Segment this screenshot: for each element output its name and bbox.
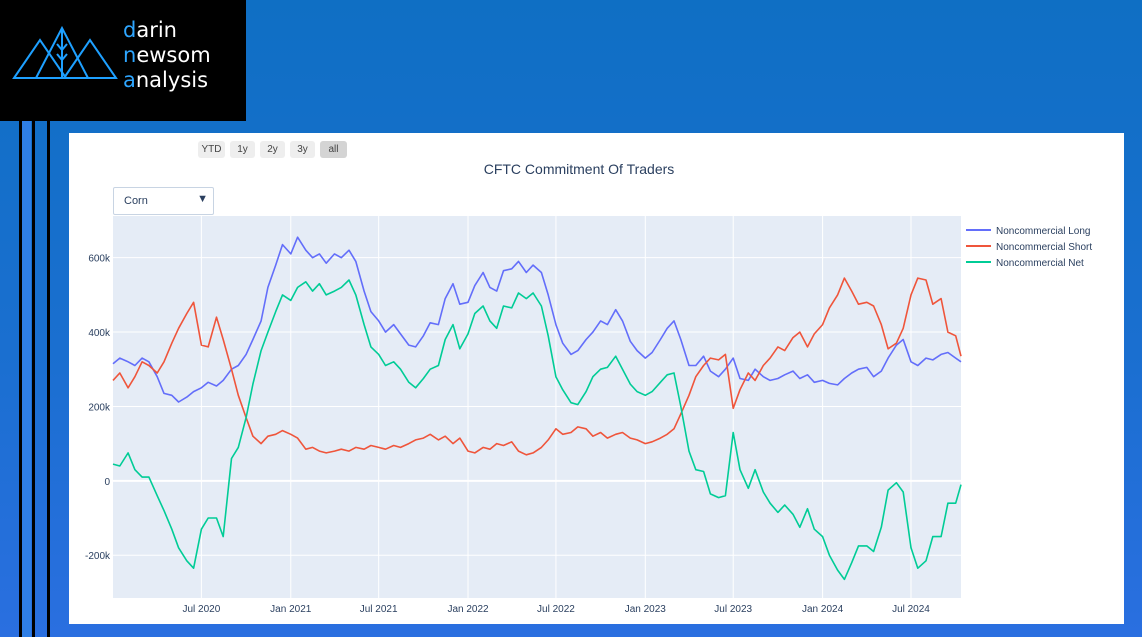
decor-stripe — [22, 121, 31, 637]
y-tick-label: 400k — [88, 328, 111, 339]
x-tick-label: Jul 2021 — [360, 604, 398, 615]
chart-panel: YTD 1y 2y 3y all CFTC Commitment Of Traders … — [69, 133, 1124, 624]
line-chart: -200k 0 200k 400k 600k Jul 2020 Jan 2021 Jul 2… — [85, 216, 1092, 615]
series-line-noncommercial-long — [112, 236, 962, 403]
x-tick-label: Jan 2024 — [802, 604, 844, 615]
y-tick-label: 200k — [88, 402, 111, 413]
range-button-1y[interactable]: 1y — [230, 141, 255, 158]
y-tick-label: 600k — [88, 254, 111, 265]
range-button-all[interactable]: all — [320, 141, 347, 158]
x-tick-label: Jul 2020 — [182, 604, 220, 615]
series-line-noncommercial-short — [112, 277, 962, 456]
y-tick-label: -200k — [85, 551, 111, 562]
legend-label[interactable]: Noncommercial Short — [996, 242, 1092, 253]
logo-mountain-icon — [12, 25, 118, 79]
chevron-down-icon: ▼ — [197, 193, 208, 205]
x-tick-label: Jan 2023 — [625, 604, 667, 615]
x-tick-label: Jul 2022 — [537, 604, 575, 615]
dropdown-value: Corn — [124, 195, 148, 207]
series-line-noncommercial-net — [112, 279, 962, 581]
range-button-2y[interactable]: 2y — [260, 141, 285, 158]
range-button-3y[interactable]: 3y — [290, 141, 315, 158]
legend-label[interactable]: Noncommercial Long — [996, 226, 1091, 237]
brand-logo: darin newsom analysis — [0, 0, 246, 121]
x-tick-label: Jan 2021 — [270, 604, 312, 615]
chart-title: CFTC Commitment Of Traders — [483, 161, 675, 177]
x-tick-label: Jan 2022 — [447, 604, 489, 615]
commodity-dropdown[interactable]: Corn ▼ — [113, 187, 214, 215]
legend-label[interactable]: Noncommercial Net — [996, 258, 1084, 269]
plot-area — [113, 216, 961, 598]
logo-wordmark: darin newsom analysis — [123, 18, 211, 92]
x-tick-label: Jul 2023 — [714, 604, 752, 615]
y-tick-label: 0 — [104, 477, 110, 488]
decor-line — [32, 121, 35, 637]
x-tick-label: Jul 2024 — [892, 604, 930, 615]
range-button-ytd[interactable]: YTD — [198, 141, 225, 158]
decor-line — [47, 121, 50, 637]
decor-line — [19, 121, 22, 637]
